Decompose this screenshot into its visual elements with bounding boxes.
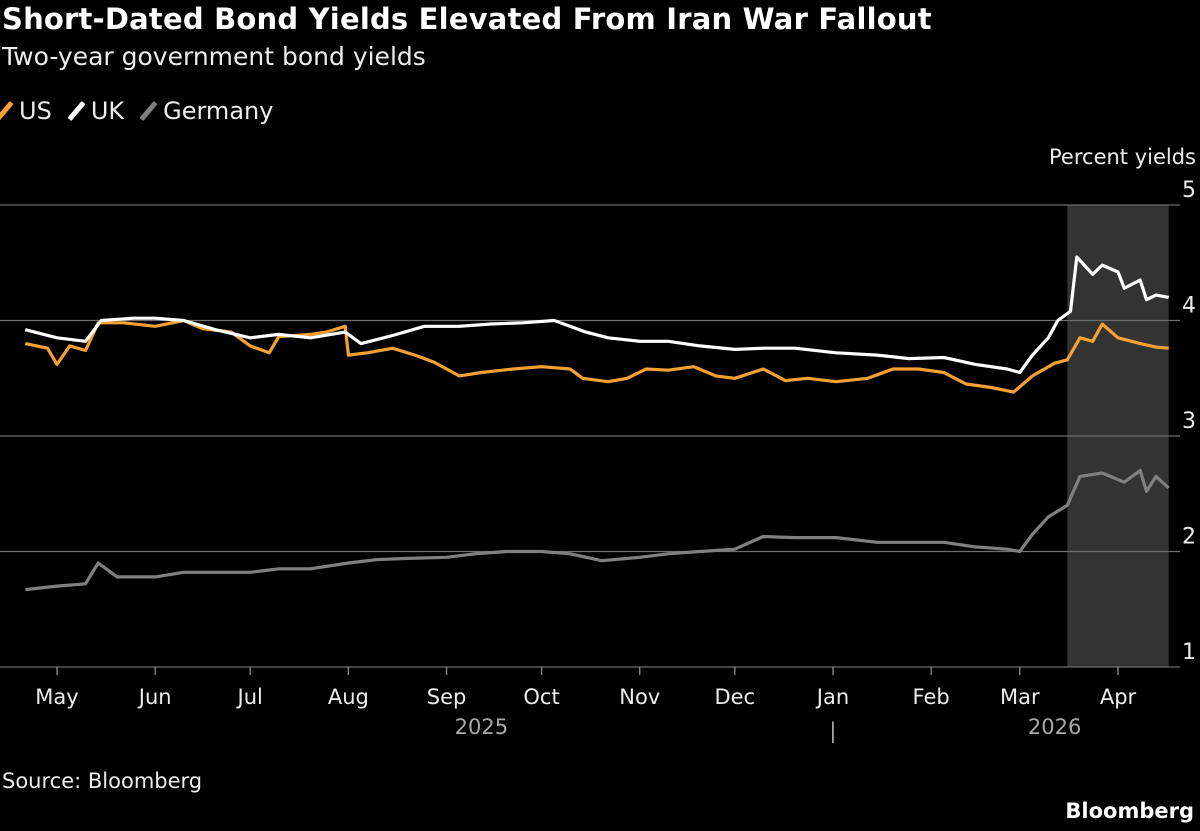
year-label: 2025 [455,715,508,739]
x-tick-label: Feb [913,685,950,709]
y-tick-label: 1 [1182,640,1196,665]
year-separator: | [829,719,836,744]
legend-item-germany: Germany [139,97,274,125]
x-tick-label: Sep [427,685,467,709]
legend-label-us: US [19,97,52,125]
y-tick-label: 5 [1182,178,1196,203]
series-line-uk [24,255,1169,375]
x-tick-label: Nov [619,685,660,709]
x-tick-label: Aug [328,685,369,709]
y-tick-label: 2 [1182,525,1196,550]
x-tick-label: Dec [714,685,755,709]
x-tick-label: Mar [1000,685,1040,709]
series-line-us [24,318,1169,394]
chart-subtitle: Two-year government bond yields [2,42,426,71]
series-line-germany [25,469,1170,592]
x-tick-label: Apr [1100,685,1137,709]
y-tick-label: 3 [1182,409,1196,434]
source-note: Source: Bloomberg [2,769,203,793]
y-tick-label: 4 [1182,294,1196,319]
year-label: 2026 [1028,715,1081,739]
legend-label-uk: UK [90,97,125,125]
x-tick-label: Jul [236,685,263,709]
x-tick-label: Jan [815,685,849,709]
x-tick-label: May [35,685,78,709]
legend-swatch-us [0,100,14,122]
chart-title: Short-Dated Bond Yields Elevated From Ir… [2,2,932,36]
legend-swatch-uk [67,100,86,122]
legend-swatch-germany [139,100,158,122]
legend-label-germany: Germany [163,97,274,125]
x-tick-label: Jun [137,685,172,709]
x-tick-label: Oct [523,685,559,709]
bloomberg-logo: Bloomberg [1065,799,1194,823]
legend: US UK Germany [0,97,274,125]
legend-item-uk: UK [67,97,125,125]
legend-item-us: US [0,97,52,125]
y-axis-label: Percent yields [1049,145,1196,169]
